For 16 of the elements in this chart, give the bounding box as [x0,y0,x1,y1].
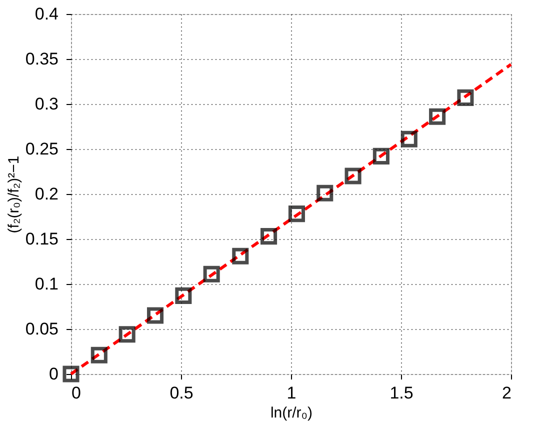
y-tick-label: 0.15 [25,230,58,248]
y-tick-label: 0.25 [25,140,58,158]
x-tick-label: 0.5 [170,384,194,402]
y-axis-title: (f₂(r₀)/f₂)²−1 [5,156,22,234]
y-tick-label: 0 [49,364,58,384]
x-tick-label: 1.5 [390,384,414,402]
x-tick-label: 0 [72,384,81,402]
x-tick-label: 1 [286,384,296,402]
y-tick-label: 0.35 [25,50,58,68]
y-tick-label: 0.3 [34,94,58,114]
y-tick-label: 0.1 [34,274,58,294]
y-tick-label: 0.2 [34,184,58,204]
x-tick-label: 2 [502,384,512,402]
y-tick-label: 0.4 [34,4,58,24]
x-axis-title: ln(r/r₀) [270,404,313,422]
y-tick-label: 0.05 [25,320,58,338]
